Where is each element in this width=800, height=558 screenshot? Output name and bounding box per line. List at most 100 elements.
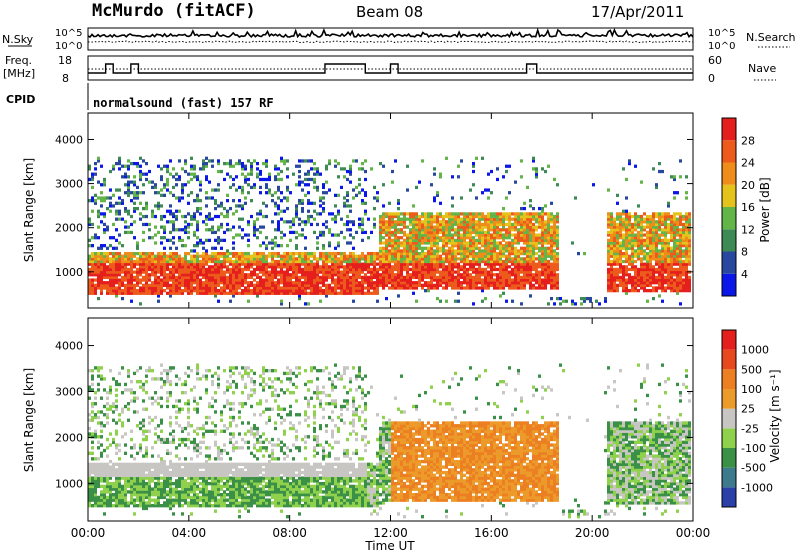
heat-cell <box>535 286 538 289</box>
heat-cell <box>307 191 310 194</box>
heat-cell <box>457 257 460 260</box>
heat-cell <box>406 233 409 236</box>
heat-cell <box>331 218 334 221</box>
heat-cell <box>259 191 262 194</box>
heat-cell <box>232 236 235 239</box>
heat-cell <box>280 210 283 213</box>
heat-cell <box>682 223 685 226</box>
heat-cell <box>520 212 523 215</box>
heat-cell <box>349 220 352 223</box>
heat-cell <box>625 178 628 181</box>
heat-cell <box>418 215 421 218</box>
heat-cell <box>139 302 142 305</box>
heat-cell <box>310 159 313 162</box>
heat-cell <box>313 252 316 255</box>
heat-cell <box>550 202 553 205</box>
heat-cell <box>187 260 190 263</box>
heat-cell <box>340 271 343 274</box>
heat-cell <box>517 228 520 231</box>
heat-cell <box>160 226 163 229</box>
heat-cell <box>373 207 376 210</box>
heat-cell <box>439 173 442 176</box>
heat-cell <box>265 215 268 218</box>
heat-cell <box>538 212 541 215</box>
heat-cell <box>475 239 478 242</box>
heat-cell <box>238 226 241 229</box>
heat-cell <box>484 231 487 234</box>
heat-cell <box>592 183 595 186</box>
velocity-heatmap-cells <box>88 363 691 518</box>
heat-cell <box>133 207 136 210</box>
heat-cell <box>502 175 505 178</box>
heat-cell <box>226 173 229 176</box>
heat-cell <box>178 196 181 199</box>
noise-search-line <box>88 41 693 43</box>
heat-cell <box>193 173 196 176</box>
heat-cell <box>139 191 142 194</box>
heat-cell <box>343 202 346 205</box>
heat-cell <box>529 212 532 215</box>
heat-cell <box>613 218 616 221</box>
heat-cell <box>283 159 286 162</box>
heat-cell <box>604 297 607 300</box>
heat-cell <box>319 204 322 207</box>
heat-cell <box>373 281 376 284</box>
heat-cell <box>298 170 301 173</box>
heat-cell <box>382 236 385 239</box>
heat-cell <box>307 159 310 162</box>
colorbar-tick-label: 12 <box>741 223 755 236</box>
heat-cell <box>652 297 655 300</box>
heat-cell <box>370 231 373 234</box>
heat-cell <box>274 165 277 168</box>
nave-label: Nave <box>748 62 776 75</box>
nave-tick-high: 60 <box>708 54 722 67</box>
heat-cell <box>403 231 406 234</box>
heat-cell <box>91 196 94 199</box>
heat-cell <box>442 215 445 218</box>
power-heatmap-cells <box>88 157 691 306</box>
heat-cell <box>136 191 139 194</box>
heat-cell <box>499 228 502 231</box>
heat-cell <box>106 454 109 457</box>
heat-cell <box>154 215 157 218</box>
heat-cell <box>271 239 274 242</box>
heat-cell <box>97 297 100 300</box>
heat-cell <box>409 212 412 215</box>
heat-cell <box>106 446 109 449</box>
heat-cell <box>505 196 508 199</box>
heat-cell <box>619 276 622 279</box>
heat-cell <box>223 162 226 165</box>
heat-cell <box>160 167 163 170</box>
heat-cell <box>481 191 484 194</box>
heat-cell <box>313 218 316 221</box>
heat-cell <box>475 212 478 215</box>
date-title: 17/Apr/2011 <box>591 3 684 21</box>
heat-cell <box>169 159 172 162</box>
heat-cell <box>433 284 436 287</box>
heat-cell <box>337 194 340 197</box>
heat-cell <box>139 252 142 255</box>
heat-cell <box>316 247 319 250</box>
heat-cell <box>655 212 658 215</box>
heat-cell <box>130 231 133 234</box>
heat-cell <box>394 273 397 276</box>
heat-cell <box>355 194 358 197</box>
heat-cell <box>304 183 307 186</box>
heat-cell <box>319 231 322 234</box>
heat-cell <box>439 212 442 215</box>
heat-cell <box>361 276 364 279</box>
heat-cell <box>445 300 448 303</box>
heat-cell <box>250 215 253 218</box>
heat-cell <box>106 391 109 394</box>
heat-cell <box>406 226 409 229</box>
heat-cell <box>235 252 238 255</box>
heat-cell <box>259 170 262 173</box>
heat-cell <box>106 402 109 405</box>
heat-cell <box>220 223 223 226</box>
heat-cell <box>415 281 418 284</box>
heat-cell <box>265 159 268 162</box>
heat-cell <box>400 218 403 221</box>
heat-cell <box>286 175 289 178</box>
heat-cell <box>196 252 199 255</box>
heat-cell <box>91 278 94 281</box>
